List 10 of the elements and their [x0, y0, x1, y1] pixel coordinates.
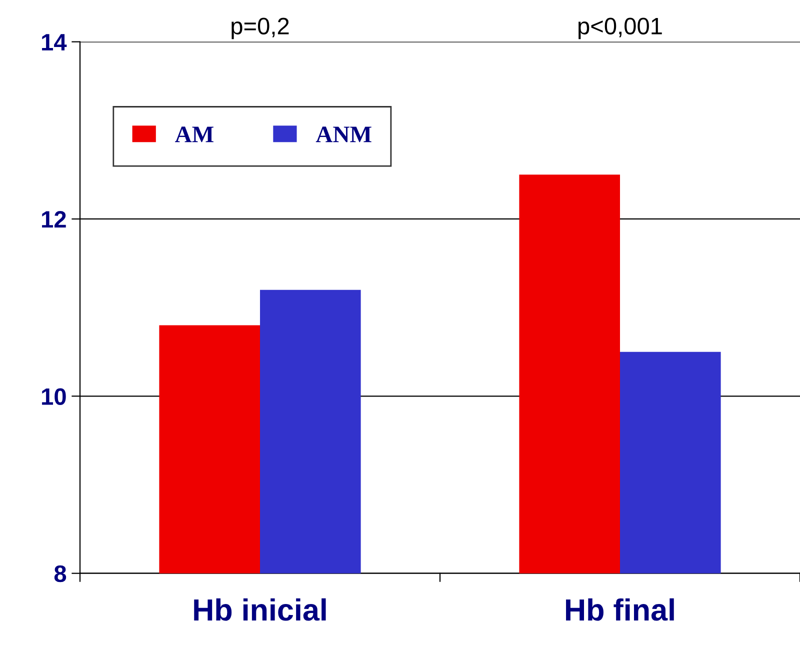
legend-label: ANM	[316, 126, 372, 142]
text: p<0,001	[578, 18, 662, 40]
y-tick-label: 10	[42, 388, 66, 405]
text: p=0,2	[232, 18, 289, 40]
x-tick-label: Hb final	[566, 598, 674, 621]
y-tick-label: 12	[42, 211, 66, 228]
x-tick-label: Hb inicial	[194, 598, 326, 621]
legend-label: AM	[175, 126, 214, 142]
y-tick-label: 14	[42, 34, 67, 50]
y-tick-label: 8	[54, 565, 66, 582]
